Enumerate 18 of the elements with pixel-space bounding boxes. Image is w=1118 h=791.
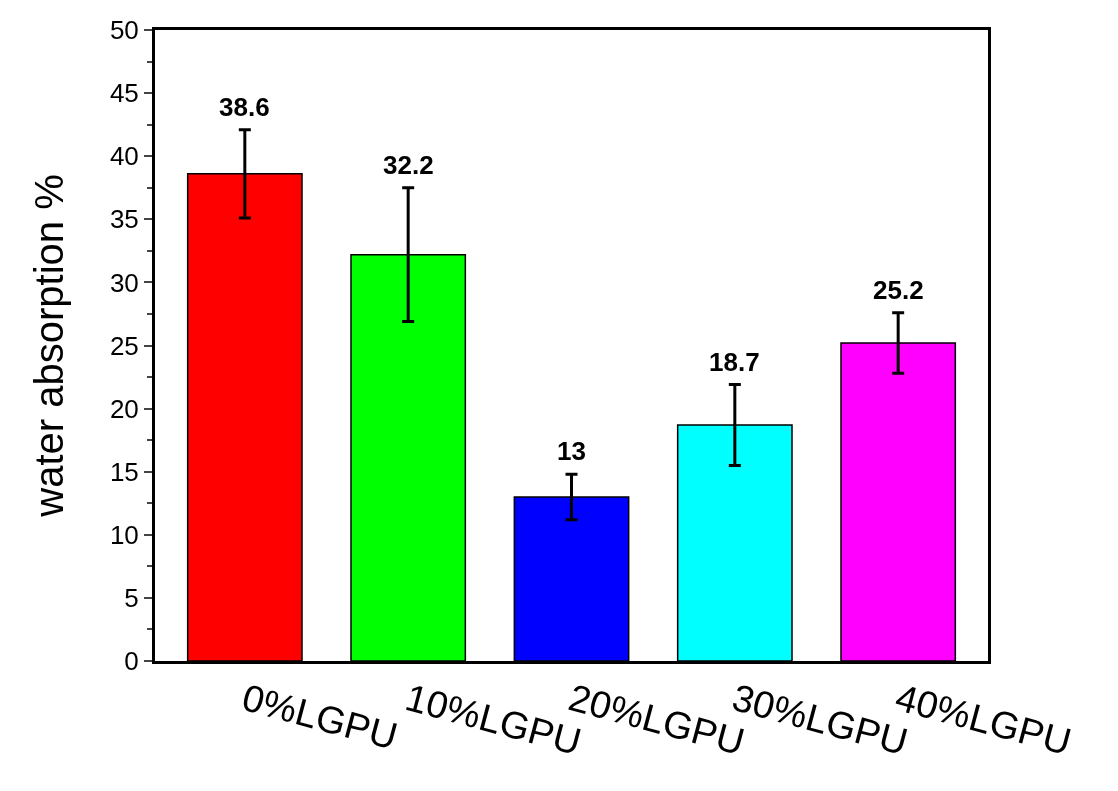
y-tick-label: 15 bbox=[109, 456, 139, 487]
y-tick-label: 50 bbox=[109, 15, 139, 46]
data-label: 13 bbox=[557, 436, 586, 466]
data-label: 38.6 bbox=[219, 92, 270, 122]
y-tick-label: 0 bbox=[124, 646, 139, 677]
y-tick-label: 35 bbox=[109, 204, 139, 235]
y-axis-title: water absorption % bbox=[27, 174, 71, 518]
data-label: 25.2 bbox=[873, 275, 924, 305]
y-tick-label: 20 bbox=[109, 393, 139, 424]
y-tick-label: 5 bbox=[124, 583, 139, 613]
y-tick-label: 25 bbox=[109, 330, 139, 361]
y-tick-label: 30 bbox=[109, 267, 139, 298]
x-tick-label: 0%LGPU bbox=[237, 676, 402, 758]
data-label: 32.2 bbox=[383, 150, 434, 180]
y-tick-label: 45 bbox=[109, 78, 139, 109]
y-tick-label: 40 bbox=[109, 141, 139, 172]
data-label: 18.7 bbox=[709, 347, 760, 377]
y-tick-label: 10 bbox=[109, 519, 139, 550]
